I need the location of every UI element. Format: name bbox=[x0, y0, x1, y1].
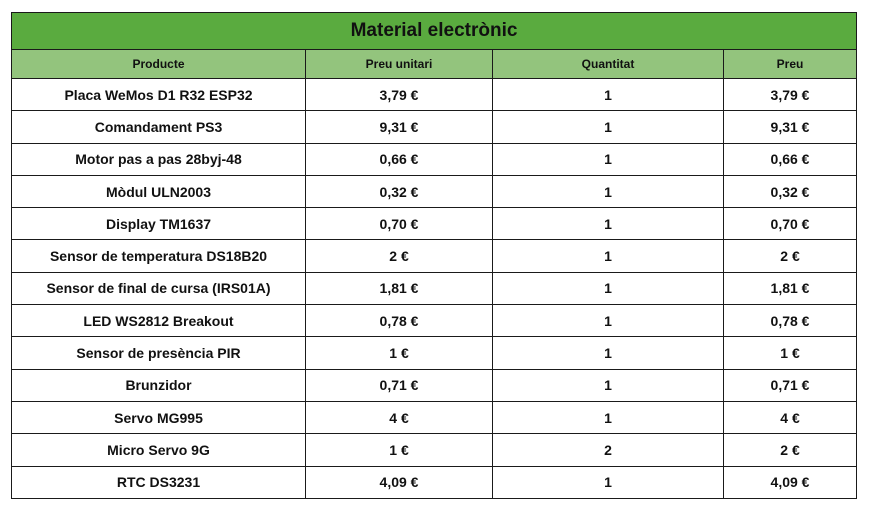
cell-unit-price: 4 € bbox=[305, 400, 493, 435]
cell-quantity: 1 bbox=[492, 239, 724, 273]
cell-quantity: 1 bbox=[492, 368, 724, 402]
table-row: Mòdul ULN2003 0,32 € 1 0,32 € bbox=[11, 174, 858, 209]
cell-unit-price: 2 € bbox=[305, 239, 493, 273]
cell-quantity: 1 bbox=[492, 400, 724, 435]
table-row: Display TM1637 0,70 € 1 0,70 € bbox=[11, 207, 858, 241]
cell-product: Comandament PS3 bbox=[11, 110, 306, 144]
cell-unit-price: 3,79 € bbox=[305, 77, 493, 112]
cell-quantity: 1 bbox=[492, 304, 724, 338]
cell-quantity: 1 bbox=[492, 110, 724, 144]
table-row: RTC DS3231 4,09 € 1 4,09 € bbox=[11, 465, 858, 499]
table-row: Placa WeMos D1 R32 ESP32 3,79 € 1 3,79 € bbox=[11, 77, 858, 112]
cell-product: Sensor de temperatura DS18B20 bbox=[11, 239, 306, 273]
cell-price: 1 € bbox=[722, 336, 858, 370]
cell-price: 1,81 € bbox=[722, 271, 858, 306]
materials-table: Material electrònic Producte Preu unitar… bbox=[10, 12, 858, 499]
cell-product: Servo MG995 bbox=[11, 400, 306, 435]
table-row: LED WS2812 Breakout 0,78 € 1 0,78 € bbox=[11, 304, 858, 338]
cell-price: 0,66 € bbox=[722, 142, 858, 176]
column-header-quantity: Quantitat bbox=[492, 49, 724, 79]
table-row: Sensor de presència PIR 1 € 1 1 € bbox=[11, 336, 858, 370]
cell-quantity: 1 bbox=[492, 271, 724, 306]
cell-product: Motor pas a pas 28byj-48 bbox=[11, 142, 306, 176]
cell-unit-price: 0,70 € bbox=[305, 207, 493, 241]
column-header-price: Preu bbox=[722, 49, 858, 79]
cell-unit-price: 0,66 € bbox=[305, 142, 493, 176]
cell-quantity: 1 bbox=[492, 142, 724, 176]
cell-product: Sensor de presència PIR bbox=[11, 336, 306, 370]
cell-product: Brunzidor bbox=[11, 368, 306, 402]
cell-product: Sensor de final de cursa (IRS01A) bbox=[11, 271, 306, 306]
cell-quantity: 1 bbox=[492, 465, 724, 499]
cell-product: Display TM1637 bbox=[11, 207, 306, 241]
cell-quantity: 1 bbox=[492, 336, 724, 370]
cell-unit-price: 1 € bbox=[305, 336, 493, 370]
cell-unit-price: 1 € bbox=[305, 433, 493, 467]
cell-unit-price: 1,81 € bbox=[305, 271, 493, 306]
cell-price: 0,78 € bbox=[722, 304, 858, 338]
cell-quantity: 1 bbox=[492, 207, 724, 241]
cell-price: 0,71 € bbox=[722, 368, 858, 402]
cell-price: 2 € bbox=[722, 433, 858, 467]
cell-unit-price: 0,32 € bbox=[305, 174, 493, 209]
cell-unit-price: 0,78 € bbox=[305, 304, 493, 338]
cell-product: LED WS2812 Breakout bbox=[11, 304, 306, 338]
table-header-row: Producte Preu unitari Quantitat Preu bbox=[11, 49, 858, 79]
table-row: Sensor de temperatura DS18B20 2 € 1 2 € bbox=[11, 239, 858, 273]
cell-product: Micro Servo 9G bbox=[11, 433, 306, 467]
materials-table-container: Material electrònic Producte Preu unitar… bbox=[10, 12, 858, 499]
cell-price: 4 € bbox=[722, 400, 858, 435]
cell-quantity: 2 bbox=[492, 433, 724, 467]
column-header-unit-price: Preu unitari bbox=[305, 49, 493, 79]
cell-unit-price: 4,09 € bbox=[305, 465, 493, 499]
cell-price: 0,70 € bbox=[722, 207, 858, 241]
table-title-row: Material electrònic bbox=[10, 12, 858, 50]
table-row: Micro Servo 9G 1 € 2 2 € bbox=[11, 433, 858, 467]
column-header-product: Producte bbox=[11, 49, 306, 79]
cell-product: Mòdul ULN2003 bbox=[11, 174, 306, 209]
cell-product: RTC DS3231 bbox=[11, 465, 306, 499]
table-row: Comandament PS3 9,31 € 1 9,31 € bbox=[11, 110, 858, 144]
table-row: Brunzidor 0,71 € 1 0,71 € bbox=[11, 368, 858, 402]
cell-product: Placa WeMos D1 R32 ESP32 bbox=[11, 77, 306, 112]
table-row: Servo MG995 4 € 1 4 € bbox=[11, 400, 858, 435]
cell-price: 9,31 € bbox=[722, 110, 858, 144]
cell-unit-price: 9,31 € bbox=[305, 110, 493, 144]
cell-price: 4,09 € bbox=[722, 465, 858, 499]
cell-quantity: 1 bbox=[492, 77, 724, 112]
cell-price: 0,32 € bbox=[722, 174, 858, 209]
cell-price: 2 € bbox=[722, 239, 858, 273]
table-row: Motor pas a pas 28byj-48 0,66 € 1 0,66 € bbox=[11, 142, 858, 176]
table-row: Sensor de final de cursa (IRS01A) 1,81 €… bbox=[11, 271, 858, 306]
cell-price: 3,79 € bbox=[722, 77, 858, 112]
cell-quantity: 1 bbox=[492, 174, 724, 209]
cell-unit-price: 0,71 € bbox=[305, 368, 493, 402]
table-title: Material electrònic bbox=[10, 12, 858, 50]
